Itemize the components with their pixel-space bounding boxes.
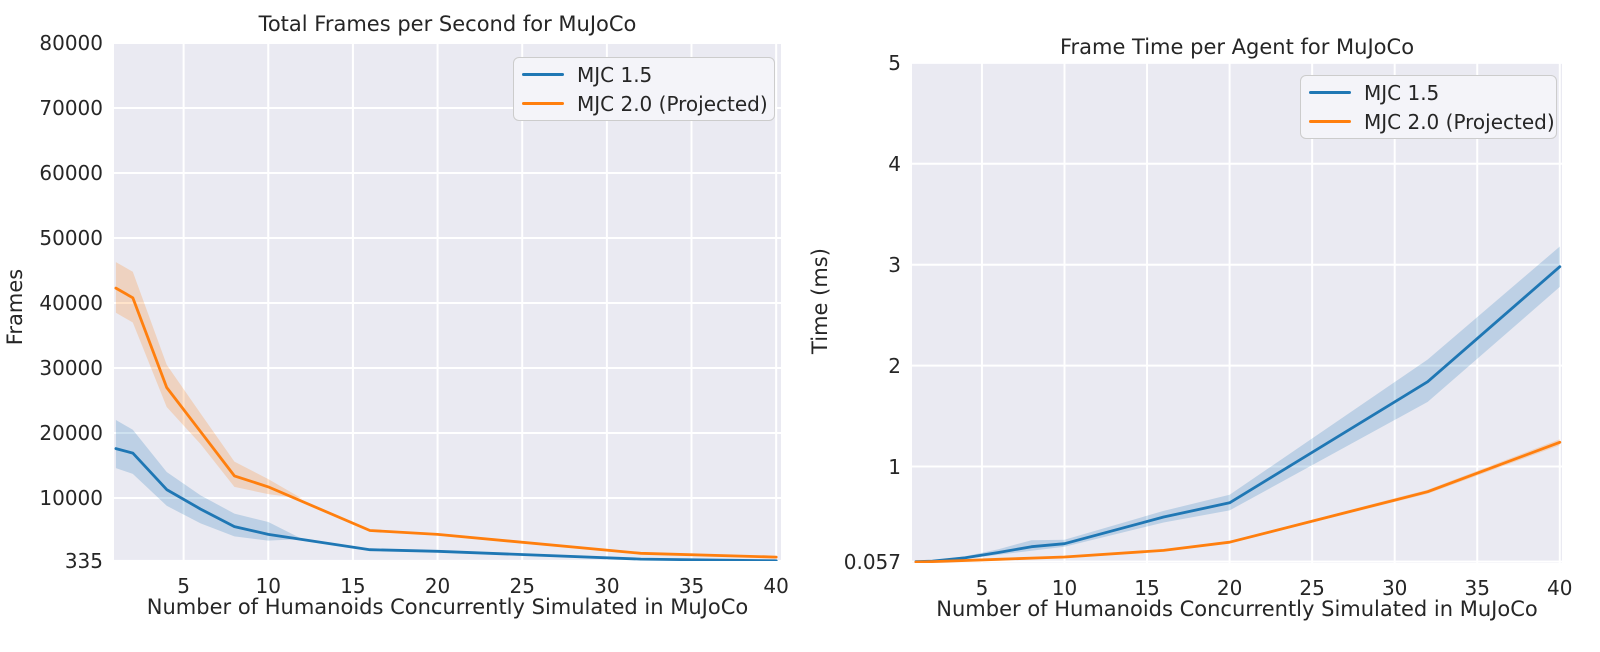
legend-line-swatch-mjc20 (1309, 119, 1351, 124)
y-tick-label: 30000 (39, 356, 103, 380)
axes-background (912, 63, 1562, 563)
series-line-mjc15 (114, 447, 778, 561)
chart-total-fps: Total Frames per Second for MuJoCo Frame… (3, 12, 789, 619)
legend-item-mjc20: MJC 2.0 (Projected) (1301, 108, 1556, 136)
axes-background (114, 42, 781, 561)
y-tick-label: 1 (888, 454, 901, 479)
y-tick-label: 70000 (39, 96, 103, 120)
y-tick-label: 3 (888, 252, 901, 277)
x-tick-label: 35 (1464, 576, 1490, 600)
x-tick-label: 25 (1299, 576, 1325, 600)
x-tick-label: 10 (1051, 576, 1078, 600)
legend-item-mjc15: MJC 1.5 (1301, 79, 1556, 107)
x-tick-label: 40 (1547, 576, 1573, 600)
legend-line-swatch-mjc20 (522, 101, 564, 106)
series-line-mjc20 (914, 440, 1562, 563)
x-tick-label: 5 (975, 576, 989, 600)
legend-line-swatch-mjc15 (1309, 90, 1351, 95)
chart-title: Total Frames per Second for MuJoCo (258, 12, 637, 36)
x-tick-label: 15 (340, 574, 366, 598)
legend-item-mjc20: MJC 2.0 (Projected) (514, 90, 774, 118)
legend: MJC 1.5 MJC 2.0 (Projected) (1300, 75, 1557, 139)
legend-line-swatch-mjc15 (522, 72, 564, 77)
x-tick-label: 35 (678, 574, 705, 598)
x-tick-label: 30 (594, 574, 620, 598)
chart-frame-time: Frame Time per Agent for MuJoCo Time (ms… (800, 0, 1600, 652)
legend-item-mjc15: MJC 1.5 (514, 61, 774, 89)
x-tick-label: 25 (509, 574, 535, 598)
series-line-mjc20 (114, 286, 778, 559)
y-tick-label: 10000 (39, 486, 103, 510)
x-tick-label: 40 (763, 574, 789, 598)
legend: MJC 1.5 MJC 2.0 (Projected) (513, 57, 775, 121)
y-tick-label: 0.057 (843, 549, 901, 574)
series-line-mjc15 (914, 265, 1562, 563)
y-axis-label: Time (ms) (808, 248, 832, 354)
y-tick-label: 60000 (39, 161, 103, 185)
y-tick-label: 335 (64, 548, 103, 573)
y-tick-label: 5 (888, 50, 901, 75)
fps-plot-area-svg (114, 42, 781, 562)
legend-label-mjc15: MJC 1.5 (1364, 80, 1440, 105)
x-tick-label: 20 (1216, 576, 1243, 600)
x-axis-label: Number of Humanoids Concurrently Simulat… (936, 597, 1538, 621)
gridlines (912, 61, 1562, 563)
x-tick-label: 30 (1381, 576, 1408, 600)
legend-label-mjc20: MJC 2.0 (Projected) (577, 91, 768, 116)
time-plot-area-svg (912, 61, 1562, 563)
y-tick-label: 2 (888, 353, 901, 378)
gridlines (114, 42, 781, 562)
y-tick-label: 80000 (39, 31, 103, 55)
confidence-band-mjc20 (115, 262, 303, 499)
y-tick-label: 20000 (39, 421, 103, 445)
y-tick-label: 50000 (39, 226, 103, 250)
x-tick-label: 10 (255, 574, 281, 598)
legend-label-mjc20: MJC 2.0 (Projected) (1364, 109, 1555, 134)
x-tick-label: 20 (424, 574, 451, 598)
x-tick-label: 5 (177, 574, 190, 598)
y-tick-label: 40000 (39, 291, 103, 315)
x-tick-label: 15 (1134, 576, 1160, 600)
legend-label-mjc15: MJC 1.5 (577, 62, 653, 87)
confidence-band-mjc15 (115, 420, 303, 541)
chart-title: Frame Time per Agent for MuJoCo (1059, 35, 1415, 59)
y-tick-label: 4 (888, 151, 901, 176)
x-axis-label: Number of Humanoids Concurrently Simulat… (146, 595, 749, 619)
